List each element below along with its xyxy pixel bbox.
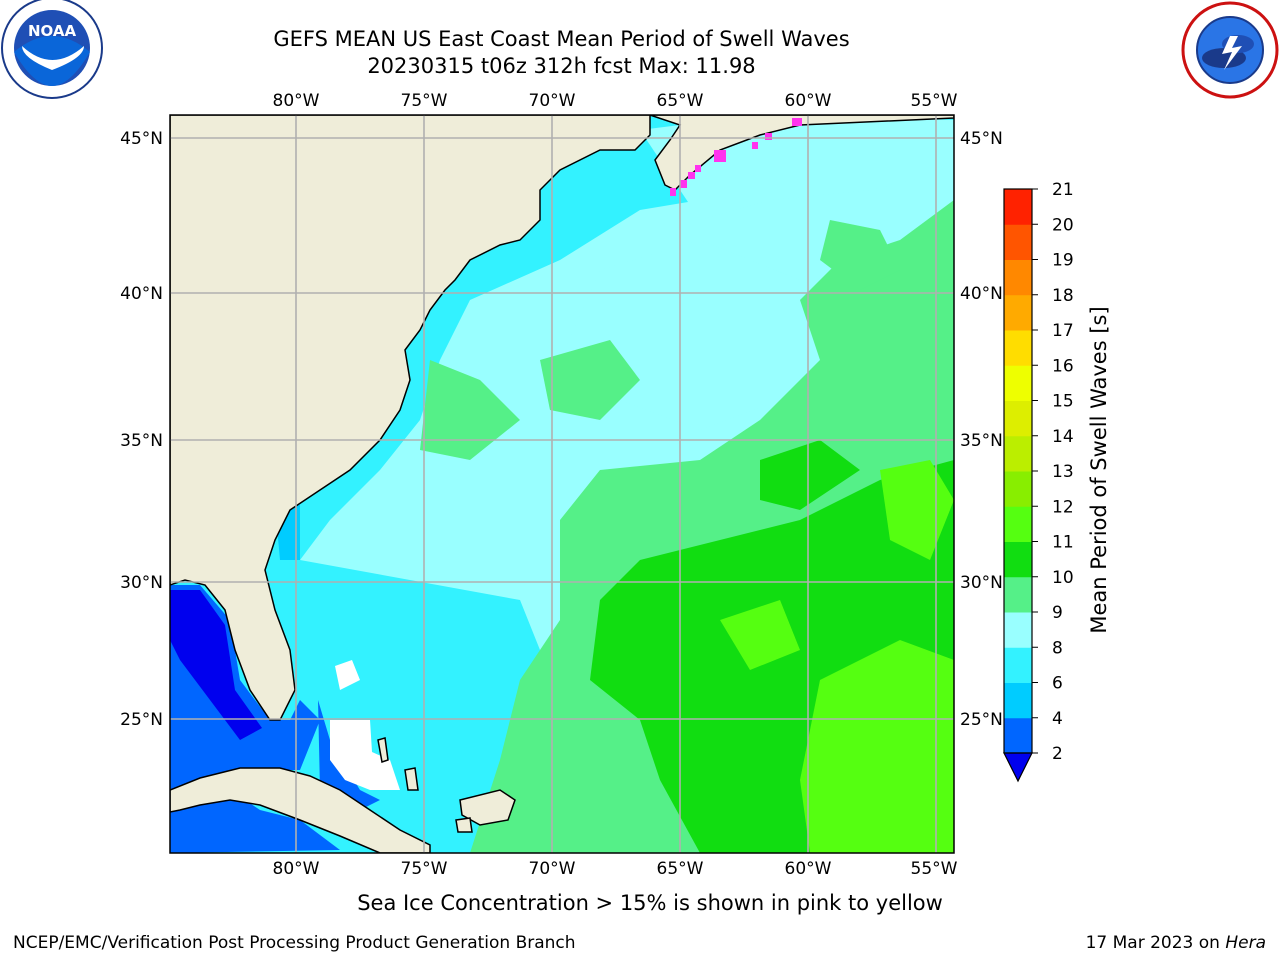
lon-label-bottom: 80°W [273,859,320,879]
land [170,115,954,853]
map-title: GEFS MEAN US East Coast Mean Period of S… [273,27,850,51]
colorbar-tick-label: 17 [1052,321,1074,341]
lon-label-top: 65°W [657,91,704,111]
lat-label-left: 45°N [120,129,163,149]
colorbar-segment [1004,400,1032,437]
lat-label-left: 35°N [120,431,163,451]
colorbar-tick-label: 12 [1052,497,1074,517]
colorbar-label: Mean Period of Swell Waves [s] [1087,306,1111,633]
colorbar-segment [1004,647,1032,683]
colorbar-under-arrow [1003,752,1033,783]
colorbar-segment [1004,717,1032,754]
footer-branch: NCEP/EMC/Verification Post Processing Pr… [13,933,576,953]
colorbar-tick-label: 21 [1052,180,1074,200]
lat-label-left: 25°N [120,710,163,730]
colorbar-segment [1004,189,1032,225]
colorbar-segment [1004,224,1032,260]
lat-label-right: 40°N [960,284,1003,304]
lat-label-right: 30°N [960,573,1003,593]
lat-label-right: 45°N [960,129,1003,149]
footer-date-text: 17 Mar 2023 on [1085,933,1226,953]
colorbar-segment [1004,612,1032,648]
sea-ice-note: Sea Ice Concentration > 15% is shown in … [357,891,943,915]
lon-label-top: 80°W [273,91,320,111]
nws-logo-icon [1181,1,1279,99]
colorbar: 2 4 6 8 9 10 11 12 13 14 15 16 17 18 19 20 21 [1003,180,1074,783]
lon-label-top: 70°W [529,91,576,111]
colorbar-tick-label: 6 [1052,674,1063,694]
colorbar-segment [1004,682,1032,719]
lat-label-right: 35°N [960,431,1003,451]
gridlines [170,115,954,853]
colorbar-segment [1004,259,1032,296]
lon-label-top: 55°W [911,91,958,111]
map-subtitle: 20230315 t06z 312h fcst Max: 11.98 [367,54,756,78]
lon-label-bottom: 75°W [401,859,448,879]
lon-label-bottom: 70°W [529,859,576,879]
map-frame [169,114,955,854]
noaa-logo-icon: NOAA [1,0,103,99]
colorbar-tick-label: 19 [1052,251,1074,271]
colorbar-segment [1004,506,1032,542]
colorbar-segment [1004,330,1032,366]
lon-label-bottom: 65°W [657,859,704,879]
lon-label-bottom: 60°W [785,859,832,879]
sea-ice-marks [670,118,802,196]
colorbar-tick-label: 11 [1052,533,1074,553]
colorbar-segment [1004,576,1032,613]
lon-label-top: 60°W [785,91,832,111]
colorbar-segment [1004,294,1032,331]
colorbar-tick-label: 2 [1052,744,1063,764]
colorbar-tick-label: 18 [1052,286,1074,306]
colorbar-segment [1004,435,1032,472]
footer-date: 17 Mar 2023 on Hera [1086,933,1266,953]
colorbar-tick-label: 15 [1052,392,1074,412]
lat-label-right: 25°N [960,710,1003,730]
colorbar-tick-label: 20 [1052,215,1074,235]
colorbar-segment [1004,471,1032,507]
colorbar-tick-label: 13 [1052,462,1074,482]
colorbar-tick-label: 16 [1052,356,1074,376]
lon-label-top: 75°W [401,91,448,111]
colorbar-tick-label: 10 [1052,568,1074,588]
colorbar-tick-label: 4 [1052,709,1063,729]
lat-label-left: 40°N [120,284,163,304]
colorbar-tick-label: 14 [1052,427,1074,447]
colorbar-tick-label: 8 [1052,638,1063,658]
colorbar-segment [1004,365,1032,401]
colorbar-segment [1004,541,1032,578]
colorbar-tick-label: 9 [1052,603,1063,623]
lat-label-left: 30°N [120,573,163,593]
noaa-logo-text: NOAA [28,22,77,40]
footer-host: Hera [1225,933,1266,953]
lon-label-bottom: 55°W [911,859,958,879]
